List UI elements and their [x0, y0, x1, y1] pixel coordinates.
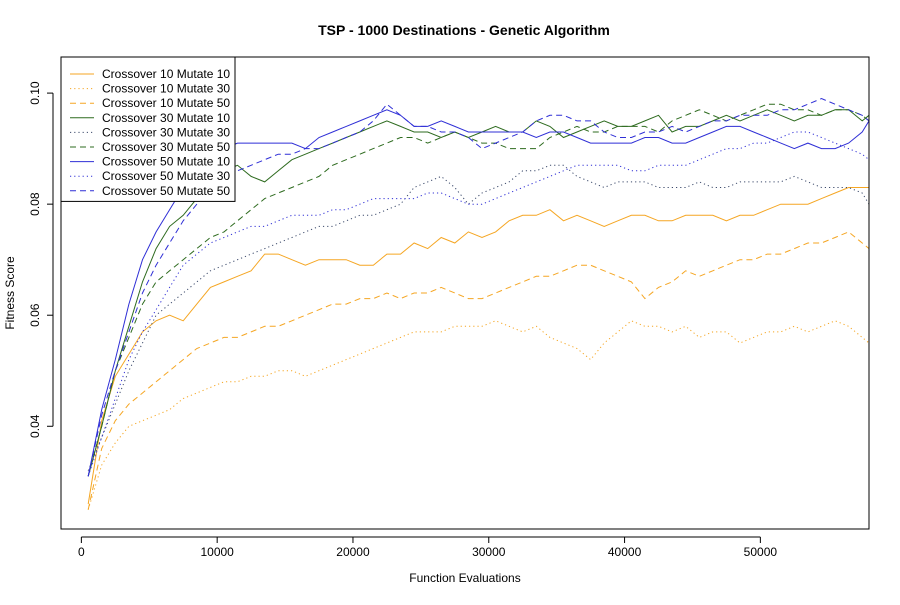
series-line-2	[87, 320, 869, 510]
series-line-1	[87, 187, 869, 505]
legend-label: Crossover 10 Mutate 30	[102, 82, 230, 96]
x-tick-label: 30000	[472, 545, 506, 559]
x-axis-title: Function Evaluations	[409, 571, 520, 585]
x-tick-label: 0	[78, 545, 85, 559]
series-line-6	[87, 103, 869, 477]
x-tick-label: 10000	[200, 545, 234, 559]
legend-box	[60, 56, 236, 202]
legend-label: Crossover 50 Mutate 50	[102, 184, 230, 198]
legend-label: Crossover 50 Mutate 10	[102, 155, 230, 169]
series-line-8	[87, 131, 869, 477]
legend-label: Crossover 10 Mutate 10	[102, 67, 230, 81]
y-tick-label: 0.04	[28, 414, 42, 438]
legend-label: Crossover 50 Mutate 30	[102, 169, 230, 183]
legend-label: Crossover 30 Mutate 10	[102, 111, 230, 125]
y-tick-label: 0.10	[28, 81, 42, 105]
series-line-9	[87, 98, 869, 477]
plot-frame	[60, 56, 870, 530]
legend-label: Crossover 30 Mutate 50	[102, 140, 230, 154]
series-line-3	[87, 231, 869, 510]
x-axis: 0 10000 20000 30000 40000 50000	[78, 536, 778, 559]
x-tick-label: 50000	[744, 545, 778, 559]
legend-label: Crossover 10 Mutate 50	[102, 96, 230, 110]
series-line-5	[87, 164, 869, 471]
y-axis-title: Fitness Score	[3, 256, 17, 330]
y-tick-label: 0.06	[28, 303, 42, 327]
x-tick-label: 20000	[336, 545, 370, 559]
series-layer	[87, 98, 869, 510]
x-tick-label: 40000	[608, 545, 642, 559]
y-tick-label: 0.08	[28, 192, 42, 216]
legend-label: Crossover 30 Mutate 30	[102, 125, 230, 139]
chart-title: TSP - 1000 Destinations - Genetic Algori…	[318, 22, 610, 38]
y-axis: 0.04 0.06 0.08 0.10	[28, 81, 54, 438]
